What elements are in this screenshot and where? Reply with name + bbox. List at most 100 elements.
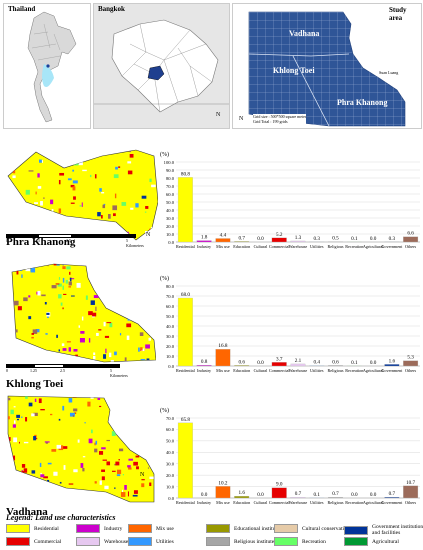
data-label: 9.0 — [276, 482, 283, 488]
landuse-patch — [120, 300, 126, 304]
landuse-patch — [8, 473, 13, 478]
landuse-patch — [37, 487, 40, 490]
landuse-patch — [101, 192, 105, 194]
landuse-patch — [146, 323, 149, 326]
landuse-patch — [90, 300, 95, 305]
landuse-patch — [98, 329, 102, 331]
landuse-patch — [117, 469, 122, 474]
landuse-patch — [143, 442, 148, 448]
landuse-patch — [124, 484, 127, 490]
x-tick-label: Religious — [328, 244, 344, 249]
bar-chart-vadhana: (%) 0.0 10.0 20.0 30.0 40.0 50.0 60.0 70.0 65.8 Re… — [160, 407, 420, 505]
y-tick-label: 70.0 — [166, 294, 175, 299]
landuse-patch — [27, 218, 30, 223]
bar-residential — [177, 297, 193, 367]
legend-label: Warehouse — [104, 538, 129, 545]
landuse-patch — [12, 348, 14, 352]
y-tick-label: 40.0 — [166, 450, 175, 455]
landuse-patch — [68, 286, 72, 288]
x-tick-label: Government — [381, 368, 403, 373]
y-tick-label: 50.0 — [166, 200, 175, 205]
landuse-patch — [37, 173, 40, 178]
landuse-patch — [93, 352, 96, 356]
legend-item-educational-institution: Educational institution — [206, 524, 284, 533]
legend-item-agricultural: Agricultural — [344, 537, 423, 546]
landuse-patch — [111, 290, 114, 293]
landuse-patch — [149, 476, 154, 480]
landuse-patch — [72, 169, 75, 172]
landuse-patch — [72, 415, 75, 417]
landuse-patch — [146, 358, 150, 361]
landuse-patch — [93, 295, 99, 299]
landuse-patch — [103, 354, 107, 359]
bar-education — [234, 496, 250, 499]
landuse-patch — [25, 417, 28, 422]
landuse-patch — [44, 301, 47, 305]
landuse-patch — [54, 217, 58, 221]
landuse-patch — [110, 360, 114, 362]
landuse-patch — [10, 292, 12, 297]
grid-total-text: Grid Total : 199 grids — [253, 119, 288, 124]
landuse-patch — [136, 466, 139, 470]
landuse-patch — [128, 262, 130, 263]
district-title-phra-khanong: Phra Khanong — [6, 236, 76, 248]
landuse-patch — [70, 184, 75, 188]
landuse-patch — [61, 223, 67, 226]
landuse-patch — [149, 332, 153, 336]
x-tick-label: Commercial — [269, 368, 291, 373]
legend-swatch — [274, 537, 298, 546]
landuse-patch — [140, 412, 144, 414]
landuse-patch — [68, 347, 72, 352]
bar-others — [403, 236, 419, 243]
legend-title: Legend: Land use characteristics — [6, 513, 116, 522]
landuse-patch — [62, 446, 68, 449]
landuse-patch — [73, 161, 79, 166]
landuse-patch — [59, 481, 62, 484]
landuse-patch — [115, 166, 118, 170]
data-label: 0.4 — [314, 360, 321, 366]
landuse-patch — [122, 308, 127, 313]
landuse-patch — [16, 483, 21, 486]
landuse-patch — [141, 479, 145, 481]
landuse-patch — [155, 475, 156, 476]
landuse-patch — [34, 398, 37, 402]
landuse-patch — [121, 275, 125, 279]
bar-mix-use — [215, 238, 231, 243]
landuse-patch — [17, 205, 20, 208]
landuse-patch — [129, 153, 134, 158]
thailand-map-panel: Thailand — [3, 3, 91, 129]
landuse-patch — [16, 350, 22, 353]
data-label: 4.4 — [220, 232, 227, 238]
landuse-patch — [94, 481, 97, 484]
landuse-patch — [94, 174, 97, 179]
bar-mix-use — [215, 486, 231, 499]
landuse-patch — [39, 159, 42, 163]
landuse-patch — [41, 160, 43, 163]
landuse-patch — [62, 266, 66, 270]
landuse-patch — [112, 205, 118, 211]
landuse-patch — [35, 191, 37, 195]
landuse-patch — [127, 465, 131, 468]
x-tick-label: Residential — [176, 244, 196, 249]
landuse-patch — [141, 291, 144, 295]
landuse-patch — [17, 306, 22, 311]
landuse-patch — [128, 467, 132, 470]
landuse-patch — [106, 275, 111, 278]
landuse-patch — [129, 437, 133, 440]
data-label: 80.8 — [181, 171, 190, 177]
landuse-patch — [68, 279, 70, 282]
map-phra-khanong: 0 1.25 2.5 5 Kilometers N — [6, 146, 159, 248]
landuse-patch — [131, 283, 136, 288]
x-tick-label: Recreation — [345, 368, 364, 373]
landuse-patch — [56, 264, 60, 266]
landuse-patch — [135, 301, 138, 305]
landuse-patch — [126, 335, 130, 340]
landuse-patch — [30, 267, 36, 273]
landuse-patch — [127, 161, 132, 164]
landuse-patch — [23, 468, 28, 473]
landuse-patch — [94, 442, 96, 446]
landuse-patch — [122, 474, 125, 476]
y-tick-label: 0.0 — [168, 364, 174, 369]
bar-industry — [196, 365, 212, 367]
landuse-patch — [126, 323, 132, 328]
